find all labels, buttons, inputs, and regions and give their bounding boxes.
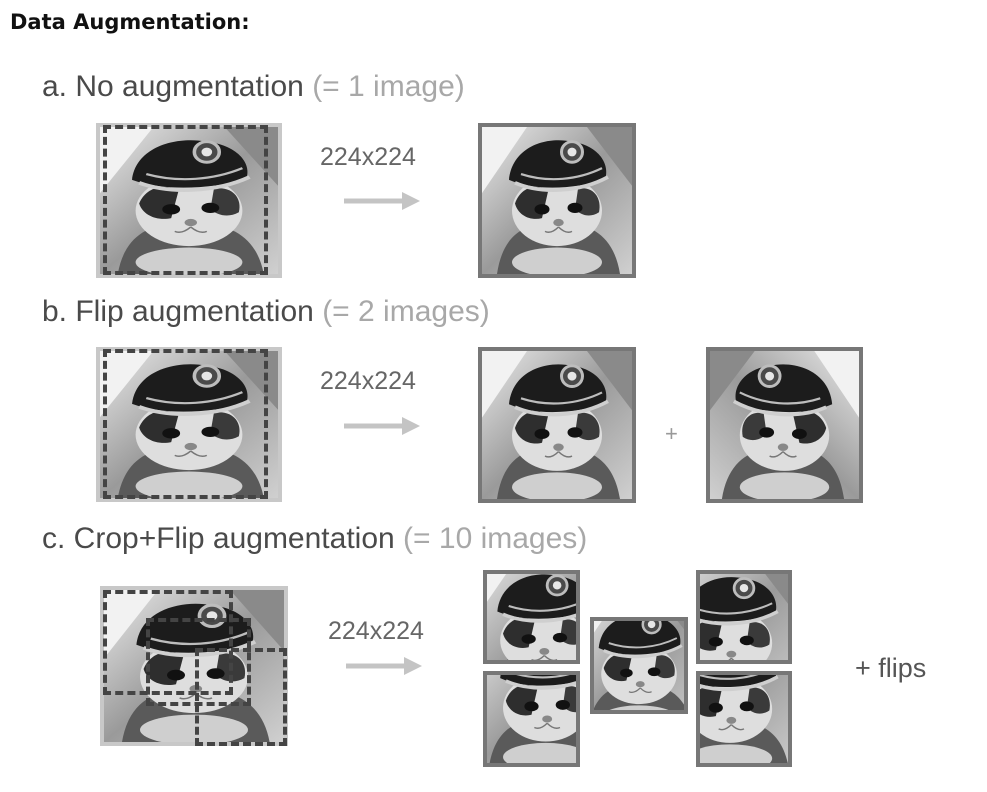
- section-a-size-label: 224x224: [320, 143, 416, 171]
- cat-photo-flipped: [710, 351, 859, 499]
- crop-output-center: [590, 617, 688, 714]
- crop-output-bottom-right: [696, 671, 792, 767]
- section-b-size-label: 224x224: [320, 367, 416, 395]
- page-title: Data Augmentation:: [10, 10, 250, 34]
- cat-photo-crop: [483, 671, 580, 767]
- crop-output-bottom-left: [483, 671, 580, 767]
- crop-box-bottom-right: [195, 648, 287, 746]
- section-b-plus: +: [665, 421, 678, 446]
- section-b-flipped-image: [706, 347, 863, 503]
- flips-label: + flips: [855, 653, 927, 683]
- section-a-count: (= 1 image): [312, 70, 465, 103]
- section-c-source-image: [100, 586, 288, 746]
- section-a-arrow-icon: [344, 192, 420, 210]
- cat-photo-crop: [590, 617, 688, 714]
- cat-photo: [482, 127, 632, 274]
- section-c-arrow-icon: [346, 657, 422, 675]
- crop-output-top-left: [483, 570, 580, 664]
- section-a-heading: a. No augmentation (= 1 image): [42, 70, 465, 104]
- section-a-crop-box: [103, 125, 268, 275]
- section-a-output-image: [478, 123, 636, 278]
- section-b-crop-box: [103, 349, 268, 499]
- section-b-output-image: [478, 347, 636, 503]
- crop-output-top-right: [696, 570, 792, 664]
- cat-photo-crop: [696, 671, 792, 767]
- section-c-count: (= 10 images): [403, 522, 588, 555]
- crop-box-top-left: [103, 590, 233, 695]
- section-b-heading: b. Flip augmentation (= 2 images): [42, 295, 490, 329]
- section-c-size-label: 224x224: [328, 617, 424, 645]
- section-a-label: a. No augmentation: [42, 70, 304, 103]
- section-b-label: b. Flip augmentation: [42, 295, 314, 328]
- cat-photo-crop: [696, 570, 792, 664]
- cat-photo-crop: [483, 570, 580, 664]
- section-c-label: c. Crop+Flip augmentation: [42, 522, 395, 555]
- cat-photo: [482, 351, 632, 499]
- section-c-heading: c. Crop+Flip augmentation (= 10 images): [42, 522, 587, 556]
- section-b-count: (= 2 images): [322, 295, 490, 328]
- section-b-arrow-icon: [344, 417, 420, 435]
